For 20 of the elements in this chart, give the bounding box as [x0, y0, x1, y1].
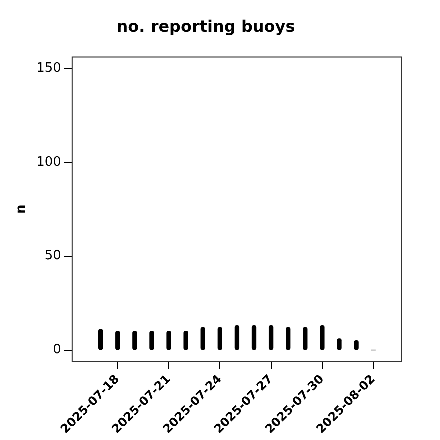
y-tick-label: 50	[44, 248, 62, 264]
bar	[200, 327, 206, 350]
bar	[268, 326, 274, 350]
bar	[150, 331, 154, 350]
bar	[132, 331, 138, 350]
bar	[116, 331, 120, 350]
bar	[252, 326, 257, 350]
y-tick-label: 0	[53, 342, 62, 358]
bar	[166, 331, 172, 350]
bar	[218, 327, 222, 350]
y-tick-label: 100	[36, 154, 62, 170]
bar	[303, 327, 308, 350]
chart-title: no. reporting buoys	[116, 16, 296, 36]
y-tick-label: 150	[36, 60, 62, 76]
bar	[320, 326, 325, 350]
y-axis-title: n	[14, 204, 30, 214]
bar	[286, 327, 291, 350]
bar	[98, 329, 104, 350]
bar	[184, 331, 188, 350]
bar	[234, 326, 240, 350]
